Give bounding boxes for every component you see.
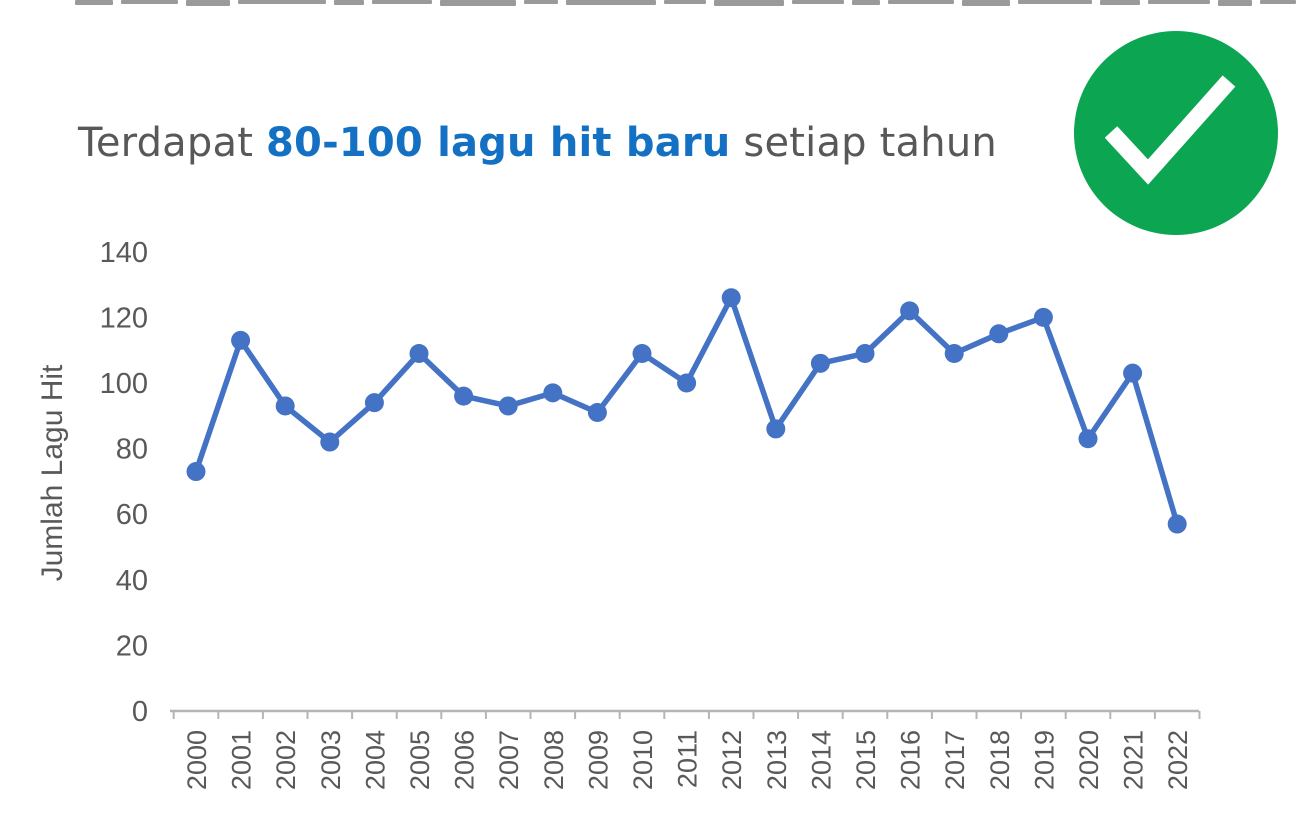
x-tick-label: 2005	[405, 730, 435, 790]
data-point	[409, 343, 429, 363]
x-tick-label: 2007	[494, 730, 524, 790]
y-tick-label: 140	[100, 237, 148, 269]
cropped-text-fragment	[792, 0, 844, 4]
data-point	[766, 419, 786, 439]
cropped-text-fragment	[75, 0, 113, 5]
cropped-text-fragment	[440, 0, 516, 6]
x-tick-label: 2001	[227, 730, 257, 790]
cropped-text-fragment	[664, 0, 706, 4]
cropped-text-strip	[0, 0, 1296, 8]
y-tick-label: 80	[116, 434, 148, 466]
page-title: Terdapat 80-100 lagu hit baru setiap tah…	[78, 118, 997, 168]
cropped-text-fragment	[238, 0, 326, 4]
x-tick-label: 2012	[717, 730, 747, 790]
data-point	[677, 373, 697, 393]
data-point	[454, 386, 474, 406]
y-tick-label: 0	[132, 696, 148, 728]
cropped-text-fragment	[186, 0, 230, 6]
data-point	[498, 396, 518, 416]
y-tick-label: 60	[116, 499, 148, 531]
x-tick-label: 2000	[182, 730, 212, 790]
cropped-text-fragment	[524, 0, 558, 4]
x-tick-label: 2018	[985, 730, 1015, 790]
data-point	[543, 383, 563, 403]
x-tick-label: 2013	[762, 730, 792, 790]
x-tick-label: 2017	[940, 730, 970, 790]
x-tick-label: 2003	[316, 730, 346, 790]
cropped-text-fragment	[372, 0, 432, 4]
data-point	[721, 288, 741, 308]
data-point	[320, 432, 340, 452]
x-tick-label: 2020	[1074, 730, 1104, 790]
data-point	[810, 353, 830, 373]
data-point	[1167, 514, 1187, 534]
cropped-text-fragment	[1148, 0, 1210, 4]
data-point	[632, 343, 652, 363]
x-tick-label: 2019	[1029, 730, 1059, 790]
x-tick-label: 2022	[1163, 730, 1193, 790]
cropped-text-fragment	[888, 0, 954, 4]
data-point	[855, 343, 875, 363]
cropped-text-fragment	[1018, 0, 1092, 4]
data-point	[944, 343, 964, 363]
data-point	[1078, 429, 1098, 449]
x-tick-label: 2004	[360, 730, 390, 790]
title-highlight: 80-100 lagu hit baru	[266, 120, 731, 166]
cropped-text-fragment	[566, 0, 656, 5]
checkmark-badge	[1074, 31, 1278, 235]
series-line	[193, 294, 1180, 527]
cropped-text-fragment	[852, 0, 880, 5]
cropped-text-fragment	[121, 0, 178, 4]
data-point	[1123, 363, 1143, 383]
data-point	[900, 301, 920, 321]
data-point	[231, 330, 251, 350]
data-point	[1033, 307, 1053, 327]
cropped-text-fragment	[714, 0, 784, 6]
y-tick-label: 40	[116, 565, 148, 597]
cropped-text-fragment	[1100, 0, 1140, 5]
y-tick-label: 120	[100, 302, 148, 334]
y-axis-title: Jumlah Lagu Hit	[36, 364, 69, 581]
x-tick-label: 2009	[583, 730, 613, 790]
data-point	[364, 393, 384, 413]
cropped-text-fragment	[1218, 0, 1252, 6]
cropped-text-fragment	[962, 0, 1010, 6]
check-icon	[1104, 75, 1236, 185]
x-tick-label: 2010	[628, 730, 658, 790]
y-tick-label: 20	[116, 630, 148, 662]
x-tick-label: 2021	[1119, 730, 1149, 790]
x-tick-label: 2002	[271, 730, 301, 790]
cropped-text-fragment	[334, 0, 364, 5]
data-point	[186, 462, 206, 482]
x-tick-label: 2011	[673, 730, 703, 788]
data-point	[275, 396, 295, 416]
y-tick-label: 100	[100, 368, 148, 400]
x-tick-label: 2006	[450, 730, 480, 790]
data-point	[989, 324, 1009, 344]
x-tick-label: 2008	[539, 730, 569, 790]
title-suffix: setiap tahun	[730, 120, 997, 166]
data-point	[587, 403, 607, 423]
x-tick-label: 2015	[851, 730, 881, 790]
x-tick-label: 2016	[896, 730, 926, 790]
title-prefix: Terdapat	[78, 120, 266, 166]
x-tick-label: 2014	[806, 730, 836, 790]
cropped-text-fragment	[1260, 0, 1296, 4]
